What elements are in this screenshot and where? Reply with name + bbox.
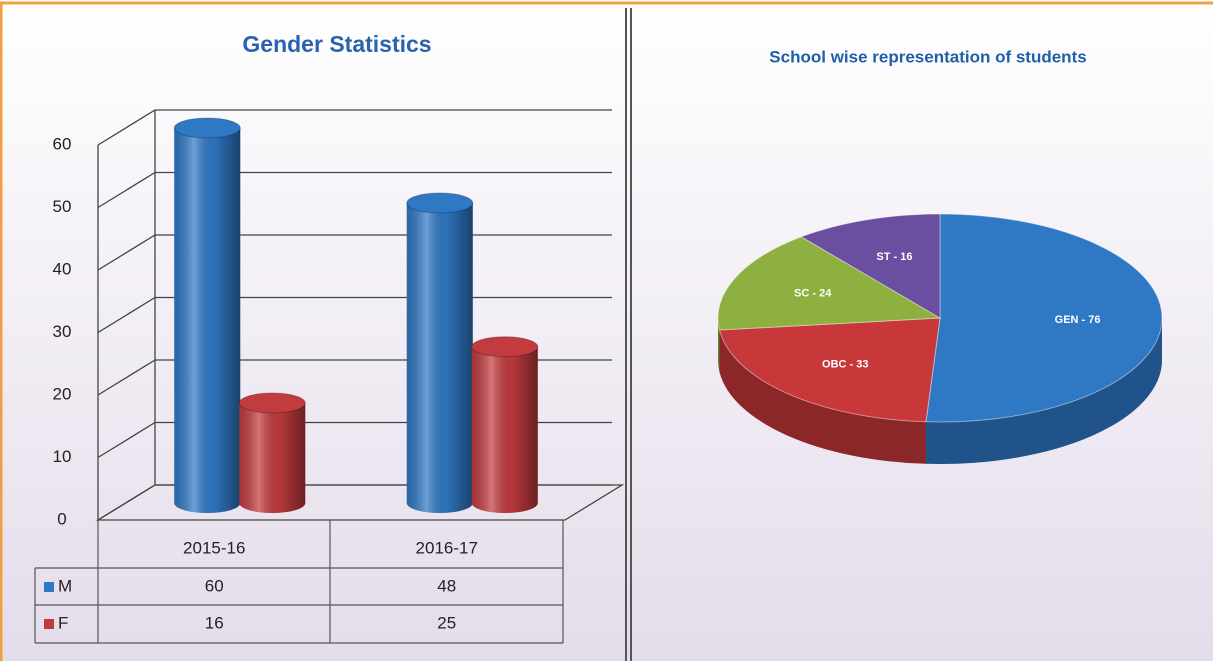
table-value: 16 <box>205 613 224 632</box>
pie-side-shade <box>925 318 1162 465</box>
legend-key <box>44 619 54 629</box>
pie-side-shade <box>719 330 926 464</box>
data-label: GEN - 76 <box>1055 314 1101 326</box>
cylinder-shade <box>406 203 473 513</box>
pie-side <box>718 318 720 373</box>
legend-key <box>44 582 54 592</box>
y-tick-label: 40 <box>53 259 72 278</box>
grid-line <box>97 171 612 209</box>
chart-title: School wise representation of students <box>769 47 1086 66</box>
x-tick-label: 2016-17 <box>416 538 478 557</box>
cylinder-shade <box>174 128 241 513</box>
pie-side <box>719 330 926 464</box>
pie-slice <box>718 317 941 423</box>
chart-title: Gender Statistics <box>242 31 431 57</box>
y-tick-label: 30 <box>53 322 72 341</box>
x-tick-label: 2015-16 <box>183 538 245 557</box>
y-tick-label: 50 <box>53 197 72 216</box>
table-value: 60 <box>205 576 224 595</box>
pie-slice <box>800 213 941 319</box>
cylinder-top <box>406 192 474 214</box>
cylinder-top <box>471 336 539 358</box>
cylinder-shade <box>471 346 538 513</box>
data-label: OBC - 33 <box>822 359 868 371</box>
legend-label: M <box>58 576 72 595</box>
cylinder-top <box>173 117 241 139</box>
grid-line <box>97 109 612 146</box>
y-tick-label: 60 <box>53 134 72 153</box>
data-label: SC - 24 <box>794 287 832 299</box>
pie-side <box>925 318 1162 465</box>
y-tick-label: 10 <box>53 447 72 466</box>
table-value: 48 <box>437 576 456 595</box>
legend-label: F <box>58 613 68 632</box>
data-table <box>34 520 564 644</box>
table-value: 25 <box>437 613 456 632</box>
pie-slice <box>717 236 942 331</box>
y-tick-label: 20 <box>53 384 72 403</box>
pie-side-shade <box>718 318 720 373</box>
cylinder-top <box>238 392 306 414</box>
pie-slice <box>925 213 1163 423</box>
data-label: ST - 16 <box>876 251 912 263</box>
cylinder-shade <box>239 403 306 513</box>
y-tick-label: 0 <box>57 509 66 528</box>
